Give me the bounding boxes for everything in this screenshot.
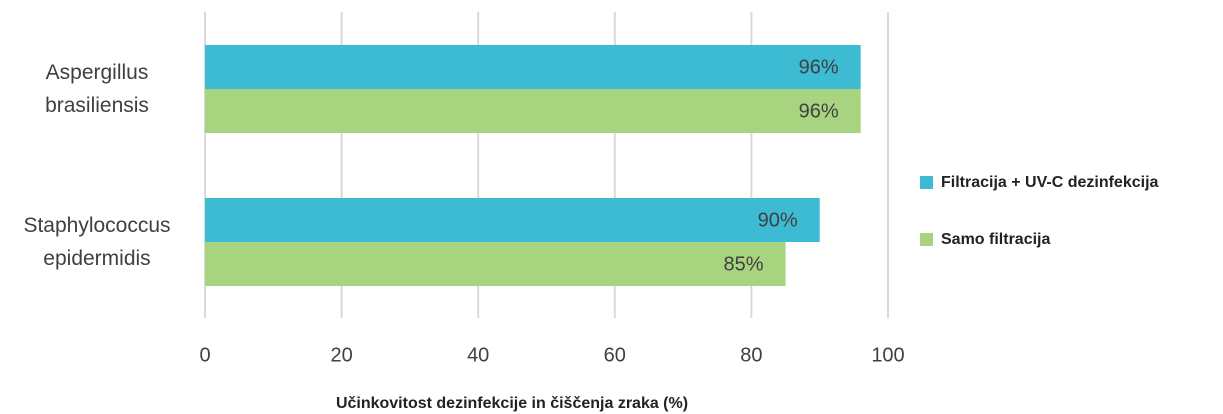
x-tick-label: 0 <box>199 344 210 366</box>
bar <box>205 89 861 133</box>
value-label: 90% <box>758 209 798 231</box>
legend-swatch <box>920 176 933 189</box>
x-tick-label: 60 <box>604 344 626 366</box>
category-label: Aspergillus brasiliensis <box>45 61 149 117</box>
bar <box>205 198 820 242</box>
legend-label: Samo filtracija <box>941 231 1050 248</box>
legend-label: Filtracija + UV-C dezinfekcija <box>941 174 1159 191</box>
bar <box>205 45 861 89</box>
value-label: 96% <box>799 100 839 122</box>
x-tick-label: 80 <box>740 344 762 366</box>
category-label: Staphylococcus epidermidis <box>23 214 171 270</box>
bar <box>205 242 786 286</box>
x-axis-label: Učinkovitost dezinfekcije in čiščenja zr… <box>336 395 688 412</box>
x-tick-label: 100 <box>871 344 904 366</box>
value-label: 96% <box>799 56 839 78</box>
x-tick-label: 20 <box>330 344 352 366</box>
value-label: 85% <box>724 253 764 275</box>
x-tick-label: 40 <box>467 344 489 366</box>
legend-swatch <box>920 233 933 246</box>
